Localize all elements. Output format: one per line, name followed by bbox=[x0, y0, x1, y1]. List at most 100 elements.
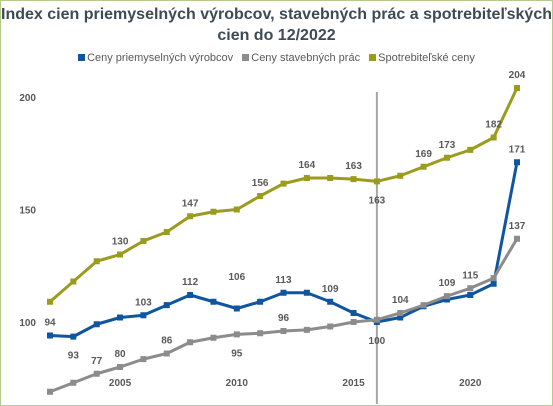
data-point-ppi bbox=[117, 314, 124, 321]
data-point-cpi bbox=[490, 134, 497, 141]
data-point-cpi bbox=[420, 163, 427, 170]
data-point-construction bbox=[163, 350, 170, 357]
data-label-cpi: 163 bbox=[345, 161, 362, 172]
data-point-ppi bbox=[327, 298, 334, 305]
data-point-construction bbox=[420, 302, 427, 309]
data-point-cpi bbox=[467, 146, 474, 153]
data-point-ppi bbox=[350, 310, 357, 316]
data-point-construction bbox=[443, 293, 450, 300]
data-label-construction: 109 bbox=[439, 278, 456, 289]
data-point-construction bbox=[93, 370, 100, 377]
data-point-cpi bbox=[117, 251, 124, 258]
data-point-cpi bbox=[327, 175, 334, 181]
data-point-cpi bbox=[47, 298, 53, 305]
data-point-cpi bbox=[303, 175, 310, 181]
data-point-cpi bbox=[280, 180, 287, 187]
data-label-ppi: 94 bbox=[44, 318, 56, 329]
data-point-ppi bbox=[233, 305, 240, 312]
data-point-construction bbox=[373, 316, 380, 323]
data-label-cpi: 163 bbox=[369, 195, 386, 206]
data-point-ppi bbox=[210, 298, 217, 305]
data-point-cpi bbox=[210, 208, 217, 215]
data-point-construction bbox=[303, 326, 310, 333]
data-point-cpi bbox=[373, 178, 380, 185]
y-tick-label: 150 bbox=[19, 206, 36, 217]
data-point-cpi bbox=[397, 172, 404, 179]
data-label-cpi: 164 bbox=[299, 160, 316, 171]
data-point-ppi bbox=[397, 314, 404, 321]
data-label-ppi: 112 bbox=[182, 277, 199, 288]
data-label-cpi: 147 bbox=[182, 198, 199, 209]
data-point-ppi bbox=[47, 332, 53, 339]
data-label-ppi: 171 bbox=[509, 144, 526, 155]
data-point-cpi bbox=[233, 206, 240, 213]
data-point-cpi bbox=[70, 278, 77, 285]
data-point-construction bbox=[490, 275, 497, 282]
series-line-cpi bbox=[49, 87, 519, 303]
data-point-cpi bbox=[140, 238, 147, 244]
y-tick-label: 100 bbox=[19, 318, 36, 329]
legend-item-ppi: Ceny priemyselných výrobcov bbox=[78, 52, 233, 64]
data-point-ppi bbox=[70, 333, 77, 340]
data-label-ppi: 103 bbox=[135, 297, 152, 308]
x-tick-label: 2020 bbox=[459, 378, 482, 389]
data-point-ppi bbox=[514, 159, 520, 166]
data-label-ppi: 113 bbox=[275, 275, 292, 286]
data-point-ppi bbox=[163, 302, 170, 309]
data-point-cpi bbox=[163, 229, 170, 235]
data-label-cpi: 173 bbox=[439, 140, 456, 151]
data-point-ppi bbox=[280, 289, 287, 296]
data-point-ppi bbox=[140, 312, 147, 319]
legend-swatch-construction bbox=[242, 54, 250, 61]
data-point-construction bbox=[397, 310, 404, 316]
series-line-ppi bbox=[49, 161, 519, 339]
legend-label-cpi: Spotrebiteľské ceny bbox=[378, 52, 475, 64]
chart-title: Index cien priemyselných výrobcov, stave… bbox=[0, 4, 553, 46]
data-point-ppi bbox=[93, 321, 100, 328]
x-tick-label: 2010 bbox=[226, 378, 249, 389]
data-point-construction bbox=[280, 328, 287, 334]
data-point-construction bbox=[327, 323, 334, 330]
data-point-cpi bbox=[443, 154, 450, 161]
data-point-ppi bbox=[187, 292, 194, 298]
data-point-ppi bbox=[303, 289, 310, 296]
y-tick-label: 200 bbox=[19, 93, 36, 104]
data-point-cpi bbox=[187, 213, 194, 220]
x-tick-label: 2005 bbox=[109, 378, 132, 389]
data-label-construction: 77 bbox=[91, 356, 103, 367]
data-label-construction: 137 bbox=[509, 221, 526, 232]
data-point-cpi bbox=[514, 85, 520, 91]
data-label-construction: 86 bbox=[161, 336, 173, 347]
data-label-construction: 95 bbox=[231, 348, 243, 359]
data-label-construction: 80 bbox=[114, 349, 126, 360]
chart-legend: Ceny priemyselných výrobcov Ceny stavebn… bbox=[0, 52, 553, 64]
legend-swatch-ppi bbox=[78, 54, 86, 61]
data-label-cpi: 182 bbox=[485, 120, 502, 131]
data-label-cpi: 130 bbox=[112, 237, 129, 248]
x-tick-label: 2015 bbox=[342, 378, 365, 389]
data-point-cpi bbox=[93, 258, 100, 265]
data-point-ppi bbox=[467, 292, 474, 298]
data-label-extra: 106 bbox=[228, 272, 245, 283]
data-point-construction bbox=[47, 388, 53, 395]
legend-item-construction: Ceny stavebných prác bbox=[242, 52, 360, 64]
data-point-ppi bbox=[443, 296, 450, 303]
data-label-ppi: 100 bbox=[369, 336, 386, 347]
data-point-ppi bbox=[257, 298, 264, 305]
data-label-cpi: 156 bbox=[252, 178, 269, 189]
chart-title-line2: cien do 12/2022 bbox=[217, 27, 336, 44]
legend-item-cpi: Spotrebiteľské ceny bbox=[369, 52, 475, 64]
data-point-construction bbox=[233, 331, 240, 338]
data-point-cpi bbox=[257, 193, 264, 199]
data-label-ppi: 109 bbox=[322, 284, 339, 295]
legend-label-construction: Ceny stavebných prác bbox=[251, 52, 361, 64]
data-label-ppi: 93 bbox=[68, 351, 80, 362]
data-label-construction: 96 bbox=[278, 313, 290, 324]
data-label-construction: 115 bbox=[462, 270, 479, 281]
data-point-construction bbox=[187, 339, 194, 346]
data-point-construction bbox=[70, 379, 77, 386]
data-point-construction bbox=[467, 285, 474, 292]
data-point-construction bbox=[514, 235, 520, 242]
